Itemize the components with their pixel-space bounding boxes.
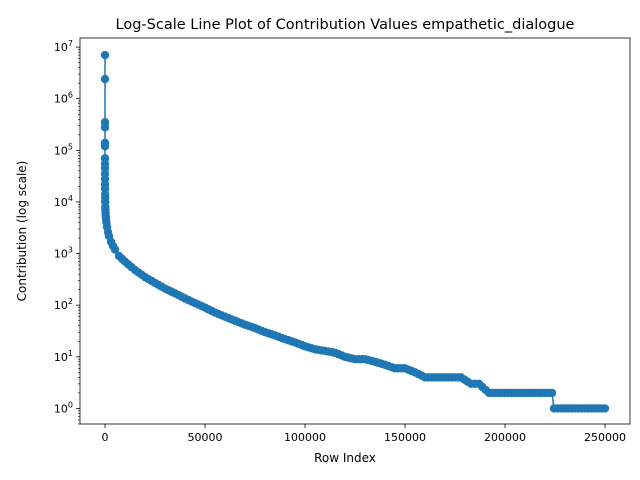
x-tick-label: 50000 — [188, 431, 223, 444]
y-tick-label: 106 — [54, 91, 73, 106]
y-tick-label: 103 — [54, 246, 73, 261]
y-tick-label: 107 — [54, 39, 73, 54]
y-tick-label: 101 — [54, 349, 73, 364]
y-tick-label: 104 — [54, 194, 73, 209]
chart-title: Log-Scale Line Plot of Contribution Valu… — [116, 17, 575, 33]
y-axis: 100 101 102 103 104 105 106 107 — [54, 39, 80, 425]
x-tick-label: 100000 — [284, 431, 326, 444]
y-axis-label: Contribution (log scale) — [15, 161, 29, 302]
x-tick-label: 200000 — [484, 431, 526, 444]
data-point — [100, 50, 110, 60]
x-axis-label: Row Index — [314, 451, 376, 465]
y-tick-label: 102 — [54, 297, 73, 312]
data-point — [100, 74, 110, 84]
x-tick-label: 250000 — [584, 431, 626, 444]
x-tick-label: 150000 — [384, 431, 426, 444]
y-tick-label: 105 — [54, 142, 73, 157]
data-point — [100, 123, 110, 132]
data-point — [110, 245, 120, 254]
y-tick-label: 100 — [54, 400, 73, 415]
data-point — [100, 142, 110, 151]
x-tick-label: 0 — [102, 431, 109, 444]
x-axis: 0 50000 100000 150000 200000 250000 — [102, 424, 626, 444]
data-point — [547, 388, 557, 398]
data-point — [600, 404, 610, 413]
plot-area-content — [100, 50, 610, 413]
plot-frame — [79, 37, 631, 425]
